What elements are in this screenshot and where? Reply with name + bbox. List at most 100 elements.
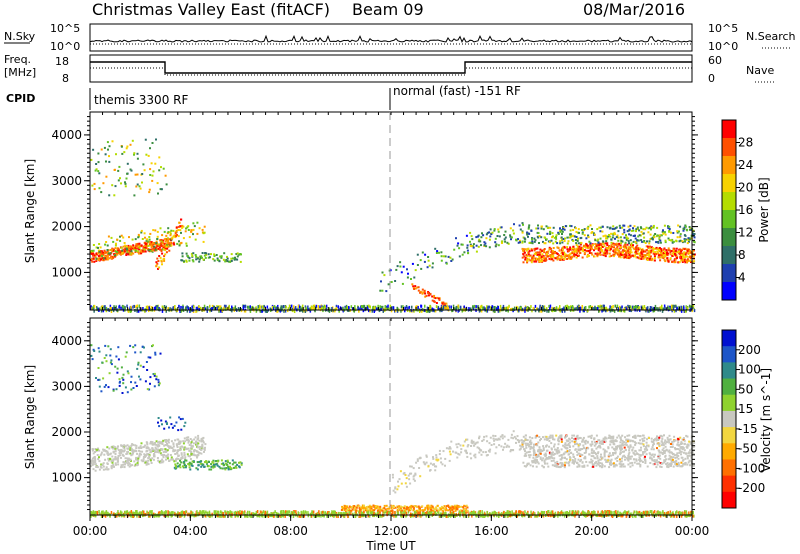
range-cell [445, 302, 448, 305]
range-cell [594, 247, 597, 250]
range-cell [634, 234, 636, 237]
range-cell [171, 236, 174, 239]
range-cell [553, 236, 556, 239]
range-cell [130, 454, 133, 457]
range-cell [447, 255, 450, 258]
range-cell [539, 512, 541, 516]
range-cell [369, 510, 372, 514]
range-cell [665, 514, 667, 518]
range-cell [102, 309, 105, 313]
range-cell [583, 251, 586, 254]
range-cell [583, 234, 586, 237]
range-cell [261, 305, 264, 309]
range-cell [678, 261, 681, 264]
range-cell [437, 511, 440, 515]
range-cell [225, 512, 227, 516]
range-cell [148, 456, 151, 459]
range-cell [680, 511, 683, 515]
range-cell [482, 234, 485, 237]
range-cell [546, 309, 548, 313]
range-cell [343, 511, 345, 515]
range-cell [119, 250, 122, 253]
range-cell [105, 510, 108, 514]
freq-line [90, 61, 692, 74]
range-cell [224, 514, 226, 518]
range-cell [180, 511, 182, 515]
range-cell [108, 457, 111, 460]
range-cell [405, 307, 407, 310]
range-cell [124, 510, 126, 514]
range-cell [92, 448, 95, 451]
range-cell [424, 309, 427, 313]
range-cell [528, 250, 531, 253]
range-cell [98, 250, 101, 253]
range-cell [276, 309, 279, 313]
range-cell [642, 307, 644, 311]
range-cell [663, 304, 666, 308]
range-cell [648, 249, 650, 252]
range-cell [247, 510, 249, 514]
range-cell [433, 309, 436, 313]
range-cell [640, 511, 643, 515]
range-cell [642, 228, 645, 231]
range-cell [198, 227, 201, 230]
range-cell [495, 243, 498, 246]
range-cell [606, 226, 609, 229]
range-cell [528, 232, 531, 235]
range-cell [107, 254, 109, 257]
range-cell [202, 258, 205, 261]
range-cell [256, 514, 258, 518]
range-cell [479, 305, 482, 309]
range-cell [376, 307, 378, 311]
range-cell [109, 304, 112, 308]
range-cell [552, 259, 555, 262]
range-cell [220, 255, 223, 258]
range-cell [437, 307, 440, 311]
range-cell [691, 309, 693, 313]
range-cell [102, 510, 104, 514]
range-cell [126, 510, 129, 514]
range-cell [183, 260, 185, 263]
range-cell [331, 511, 333, 515]
range-cell [233, 307, 235, 311]
range-cell [558, 254, 560, 257]
range-cell [672, 304, 674, 308]
range-cell [573, 249, 576, 252]
range-cell [218, 305, 220, 309]
range-cell [461, 243, 464, 246]
range-cell [490, 233, 493, 235]
range-cell [438, 251, 440, 254]
range-cell [656, 511, 659, 515]
range-cell [563, 228, 566, 231]
range-cell [155, 261, 158, 264]
range-cell [582, 511, 585, 515]
range-cell [151, 174, 154, 177]
range-cell [150, 442, 153, 445]
range-cell [670, 231, 672, 234]
range-cell [591, 244, 594, 247]
range-cell [646, 257, 649, 260]
range-cell [176, 233, 178, 236]
range-cell [522, 249, 524, 252]
range-cell [352, 512, 354, 516]
range-cell [561, 239, 563, 241]
range-cell [148, 236, 151, 238]
range-cell [156, 514, 158, 518]
range-cell [192, 233, 194, 236]
range-cell [97, 252, 99, 255]
range-cell [114, 254, 117, 257]
range-cell [475, 250, 478, 253]
range-cell [598, 242, 601, 245]
range-cell [139, 450, 142, 453]
range-cell [145, 512, 147, 516]
range-cell [673, 309, 676, 313]
range-cell [575, 254, 578, 256]
range-cell [107, 468, 110, 471]
range-cell [624, 245, 627, 248]
range-cell [503, 238, 506, 241]
range-cell [125, 510, 128, 514]
range-cell [590, 512, 592, 516]
range-cell [582, 510, 584, 514]
range-cell [497, 244, 500, 247]
range-cell [105, 160, 107, 163]
